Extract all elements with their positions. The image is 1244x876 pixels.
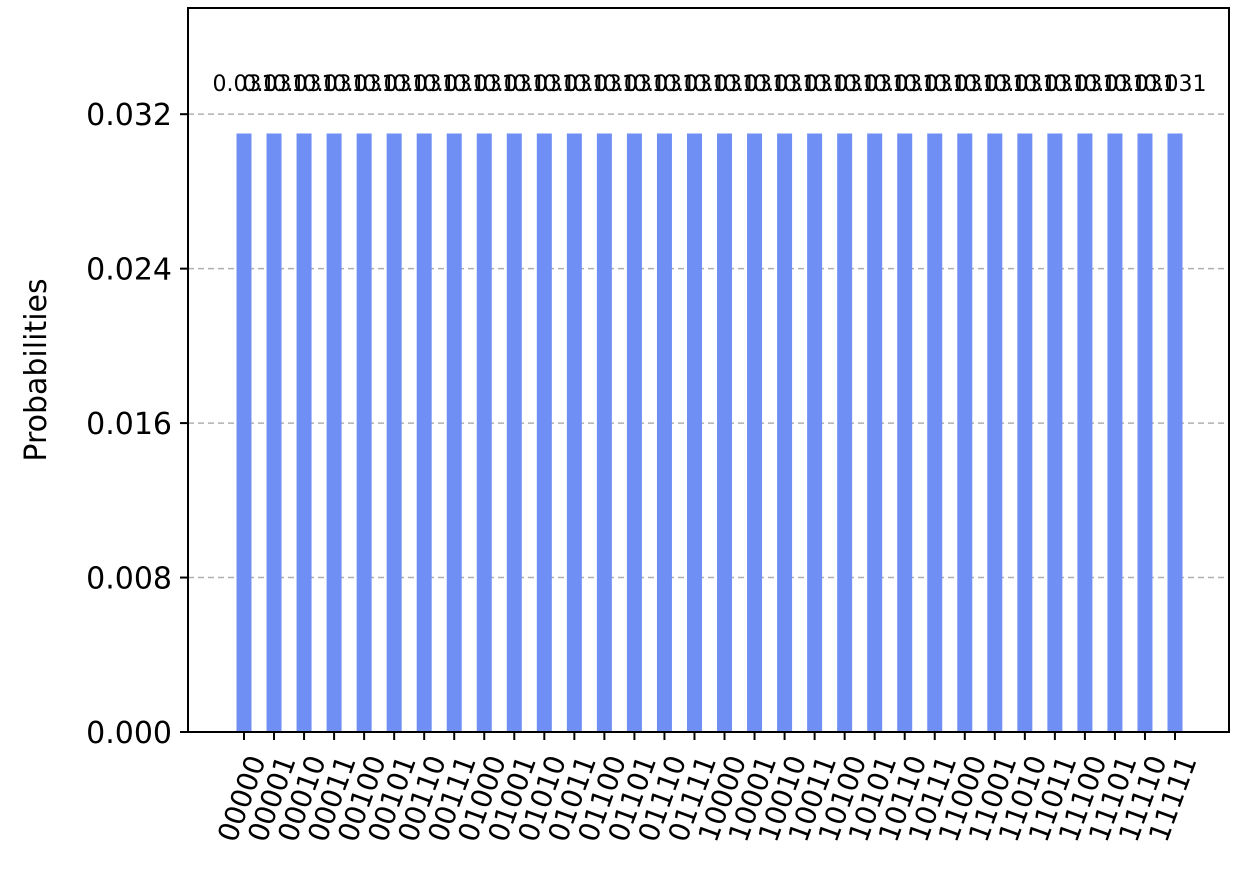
bar-11010 — [1017, 133, 1033, 732]
bar-value-label: 0.031 — [873, 72, 936, 97]
bar-value-label: 0.031 — [243, 72, 306, 97]
bar-value-label: 0.031 — [303, 72, 366, 97]
y-axis-ticks: 0.000 0.008 0.016 0.024 0.032 — [86, 98, 188, 751]
bar-value-label: 0.031 — [993, 72, 1056, 97]
bar-value-label: 0.031 — [393, 72, 456, 97]
bar-00111 — [446, 133, 462, 732]
bar-00110 — [416, 133, 432, 732]
bar-value-label: 0.031 — [543, 72, 606, 97]
bar-value-label: 0.031 — [573, 72, 636, 97]
bar-00010 — [296, 133, 312, 732]
bar-value-label: 0.031 — [363, 72, 426, 97]
bar-10011 — [807, 133, 823, 732]
bar-01100 — [596, 133, 612, 732]
bar-01110 — [656, 133, 672, 732]
bar-11011 — [1047, 133, 1063, 732]
bar-value-label: 0.031 — [1083, 72, 1146, 97]
bar-value-label: 0.031 — [1113, 72, 1176, 97]
y-tick-label: 0.008 — [86, 562, 172, 597]
bar-value-label: 0.031 — [663, 72, 726, 97]
bars — [236, 133, 1183, 732]
bar-10101 — [867, 133, 883, 732]
bar-00100 — [356, 133, 372, 732]
bar-11000 — [957, 133, 973, 732]
bar-value-label: 0.031 — [333, 72, 396, 97]
bar-11101 — [1107, 133, 1123, 732]
bar-value-label: 0.031 — [753, 72, 816, 97]
bar-10111 — [927, 133, 943, 732]
bar-value-label: 0.031 — [213, 72, 276, 97]
bar-00000 — [236, 133, 252, 732]
bar-value-label: 0.031 — [783, 72, 846, 97]
bar-01010 — [536, 133, 552, 732]
bar-10110 — [897, 133, 913, 732]
bar-value-label: 0.031 — [1023, 72, 1086, 97]
bar-value-label: 0.031 — [273, 72, 336, 97]
bar-01101 — [626, 133, 642, 732]
bar-11100 — [1077, 133, 1093, 732]
bar-01001 — [506, 133, 522, 732]
bar-value-label: 0.031 — [633, 72, 696, 97]
bar-value-label: 0.031 — [903, 72, 966, 97]
y-tick-label: 0.032 — [86, 98, 172, 133]
y-tick-label: 0.016 — [86, 407, 172, 442]
bar-11111 — [1167, 133, 1183, 732]
bar-value-label: 0.031 — [933, 72, 996, 97]
bar-10000 — [717, 133, 733, 732]
bar-00101 — [386, 133, 402, 732]
x-axis-ticks: 0000000001000100001100100001010011000111… — [211, 732, 1204, 846]
plot-frame — [187, 7, 1230, 733]
bar-10100 — [837, 133, 853, 732]
bar-value-label: 0.031 — [603, 72, 666, 97]
bar-value-label: 0.031 — [513, 72, 576, 97]
bar-value-label: 0.031 — [423, 72, 486, 97]
bar-value-labels: 0.0310.0310.0310.0310.0310.0310.0310.031… — [213, 72, 1207, 97]
bar-10010 — [777, 133, 793, 732]
bar-00001 — [266, 133, 282, 732]
y-axis-label: Probabilities — [19, 278, 54, 461]
bar-01111 — [686, 133, 702, 732]
bar-value-label: 0.031 — [483, 72, 546, 97]
y-tick-label: 0.000 — [86, 716, 172, 751]
grid-lines — [188, 113, 1229, 579]
bar-01000 — [476, 133, 492, 732]
bar-value-label: 0.031 — [813, 72, 876, 97]
bar-value-label: 0.031 — [1053, 72, 1116, 97]
y-tick-label: 0.024 — [86, 253, 172, 288]
bar-01011 — [566, 133, 582, 732]
bar-value-label: 0.031 — [693, 72, 756, 97]
bar-value-label: 0.031 — [963, 72, 1026, 97]
bar-value-label: 0.031 — [453, 72, 516, 97]
bar-11001 — [987, 133, 1003, 732]
bar-value-label: 0.031 — [843, 72, 906, 97]
bar-11110 — [1137, 133, 1153, 732]
bar-00011 — [326, 133, 342, 732]
bar-10001 — [747, 133, 763, 732]
bar-value-label: 0.031 — [1144, 72, 1207, 97]
bar-value-label: 0.031 — [723, 72, 786, 97]
